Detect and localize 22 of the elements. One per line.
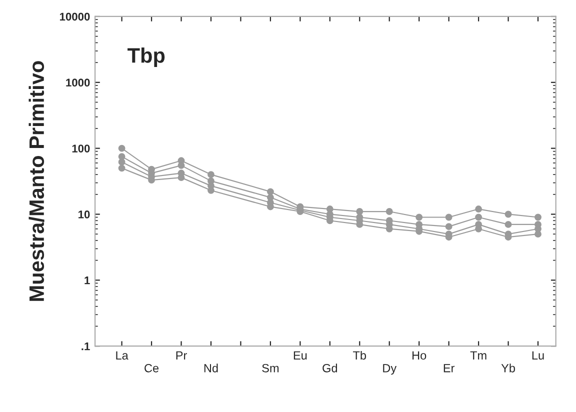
x-tick-label: Lu: [532, 351, 544, 360]
x-tick-label: Sm: [262, 364, 279, 372]
x-tick-label: Eu: [294, 351, 307, 360]
x-tick-label: Tb: [353, 350, 366, 360]
y-tick-label: .1: [82, 342, 90, 350]
x-tick-label: Ce: [144, 364, 159, 372]
y-tick-label: 10: [78, 210, 90, 218]
x-tick-label: La: [116, 351, 128, 360]
x-tick-label: Gd: [322, 364, 338, 372]
x-tick-label: Pr: [176, 351, 187, 360]
x-tick-label: Ho: [412, 351, 426, 360]
y-tick-label: 1000: [66, 78, 90, 87]
y-axis-title: Muestra/Manto Primitivo: [28, 61, 44, 301]
x-tick-label: Er: [444, 364, 455, 372]
x-tick-label: Tm: [470, 351, 486, 360]
annotation: Tbp: [128, 48, 165, 67]
y-tick-label: 10000: [60, 12, 90, 21]
x-tick-label: Yb: [501, 364, 515, 372]
y-tick-label: 100: [72, 144, 90, 152]
x-tick-label: Nd: [204, 364, 218, 372]
y-tick-label: 1: [84, 276, 90, 284]
x-tick-label: Dy: [383, 364, 397, 375]
